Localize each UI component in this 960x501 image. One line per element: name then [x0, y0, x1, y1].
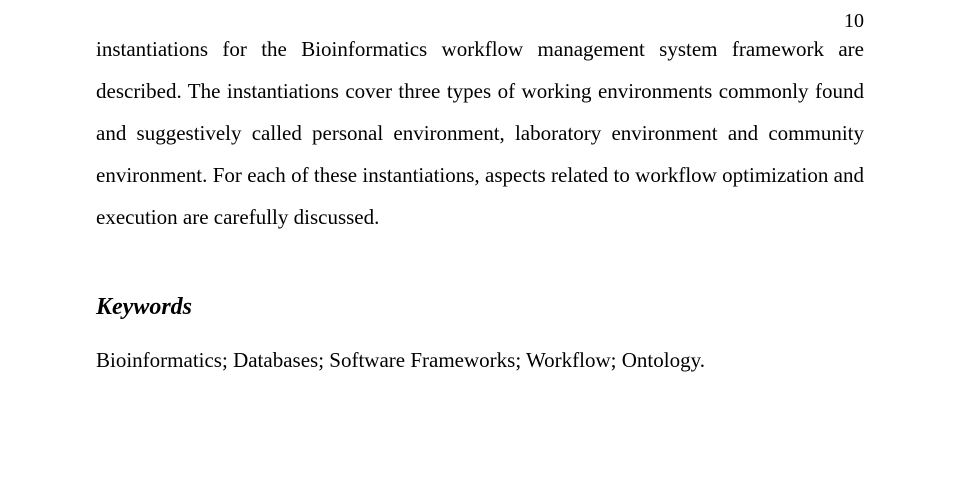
body-paragraph: instantiations for the Bioinformatics wo…	[96, 28, 864, 238]
page-number: 10	[844, 10, 864, 33]
keywords-line: Bioinformatics; Databases; Software Fram…	[96, 339, 864, 381]
document-page: 10 instantiations for the Bioinformatics…	[0, 0, 960, 501]
keywords-heading: Keywords	[96, 294, 864, 321]
